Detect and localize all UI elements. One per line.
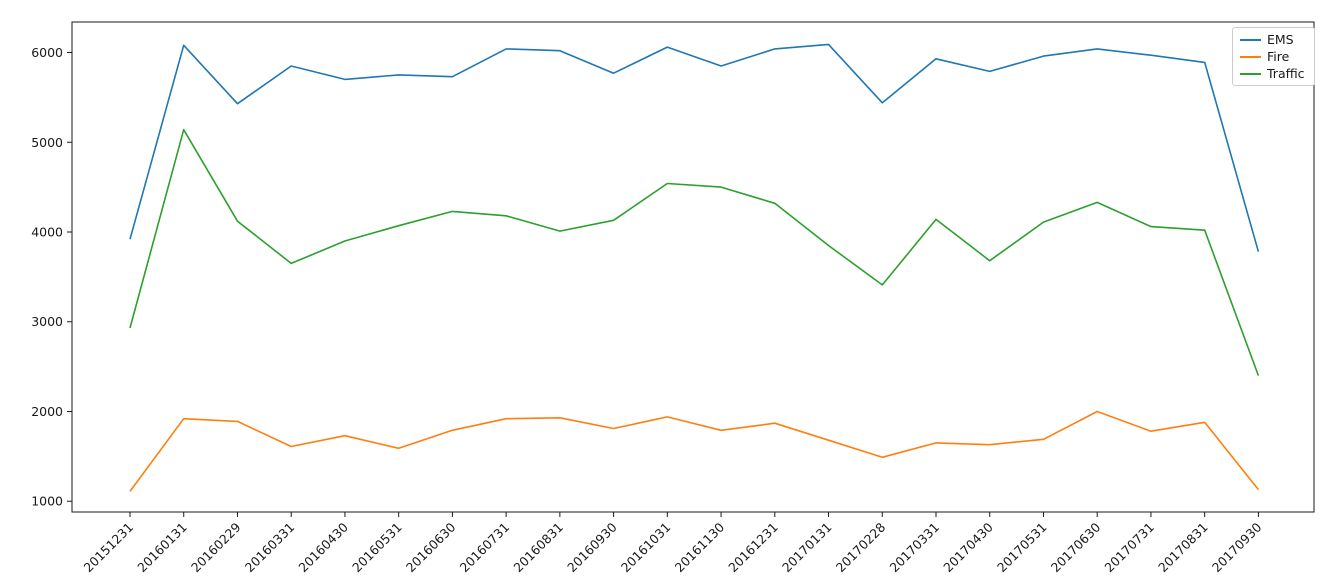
legend-item-fire: Fire [1240, 49, 1305, 64]
legend-label-fire: Fire [1267, 49, 1290, 64]
x-tick-label: 20161231 [725, 520, 781, 576]
x-tick-label: 20170531 [994, 520, 1050, 576]
x-tick-label: 20160531 [349, 520, 405, 576]
series-line-fire [129, 410, 1260, 492]
legend-label-traffic: Traffic [1267, 66, 1305, 81]
series-line-traffic [129, 128, 1260, 376]
x-tick-label: 20170228 [833, 519, 889, 575]
y-tick-label: 3000 [31, 314, 63, 329]
x-tick-label: 20160930 [564, 519, 620, 575]
x-tick-label: 20170430 [940, 519, 996, 575]
x-tick-label: 20160630 [403, 519, 459, 575]
x-tick-label: 20160831 [510, 520, 566, 576]
fire-line-swatch [1240, 55, 1261, 58]
x-tick-label: 20160731 [457, 520, 513, 576]
y-tick-label: 1000 [31, 494, 63, 509]
plot-frame [71, 21, 1315, 513]
x-tick-label: 20161130 [672, 519, 728, 575]
x-tick-label: 20170930 [1209, 519, 1265, 575]
ems-line-swatch [1240, 38, 1261, 41]
y-tick-label: 6000 [31, 45, 63, 60]
legend-item-traffic: Traffic [1240, 66, 1305, 81]
legend: EMS Fire Traffic [1232, 27, 1315, 86]
x-tick-label: 20160430 [295, 519, 351, 575]
x-tick-label: 20151231 [81, 520, 137, 576]
x-tick-label: 20170831 [1155, 520, 1211, 576]
x-tick-label: 20170630 [1048, 519, 1104, 575]
x-tick-label: 20170731 [1101, 520, 1157, 576]
x-tick-label: 20160331 [242, 520, 298, 576]
legend-item-ems: EMS [1240, 32, 1305, 47]
y-tick-label: 5000 [31, 135, 63, 150]
legend-label-ems: EMS [1267, 32, 1294, 47]
x-tick-label: 20170131 [779, 520, 835, 576]
x-tick-label: 20161031 [618, 520, 674, 576]
series-line-ems [129, 43, 1260, 252]
traffic-line-swatch [1240, 72, 1261, 75]
y-tick-label: 4000 [31, 225, 63, 240]
x-tick-label: 20160229 [188, 519, 244, 575]
y-tick-label: 2000 [31, 404, 63, 419]
x-tick-label: 20160131 [134, 520, 190, 576]
x-tick-label: 20170331 [887, 520, 943, 576]
